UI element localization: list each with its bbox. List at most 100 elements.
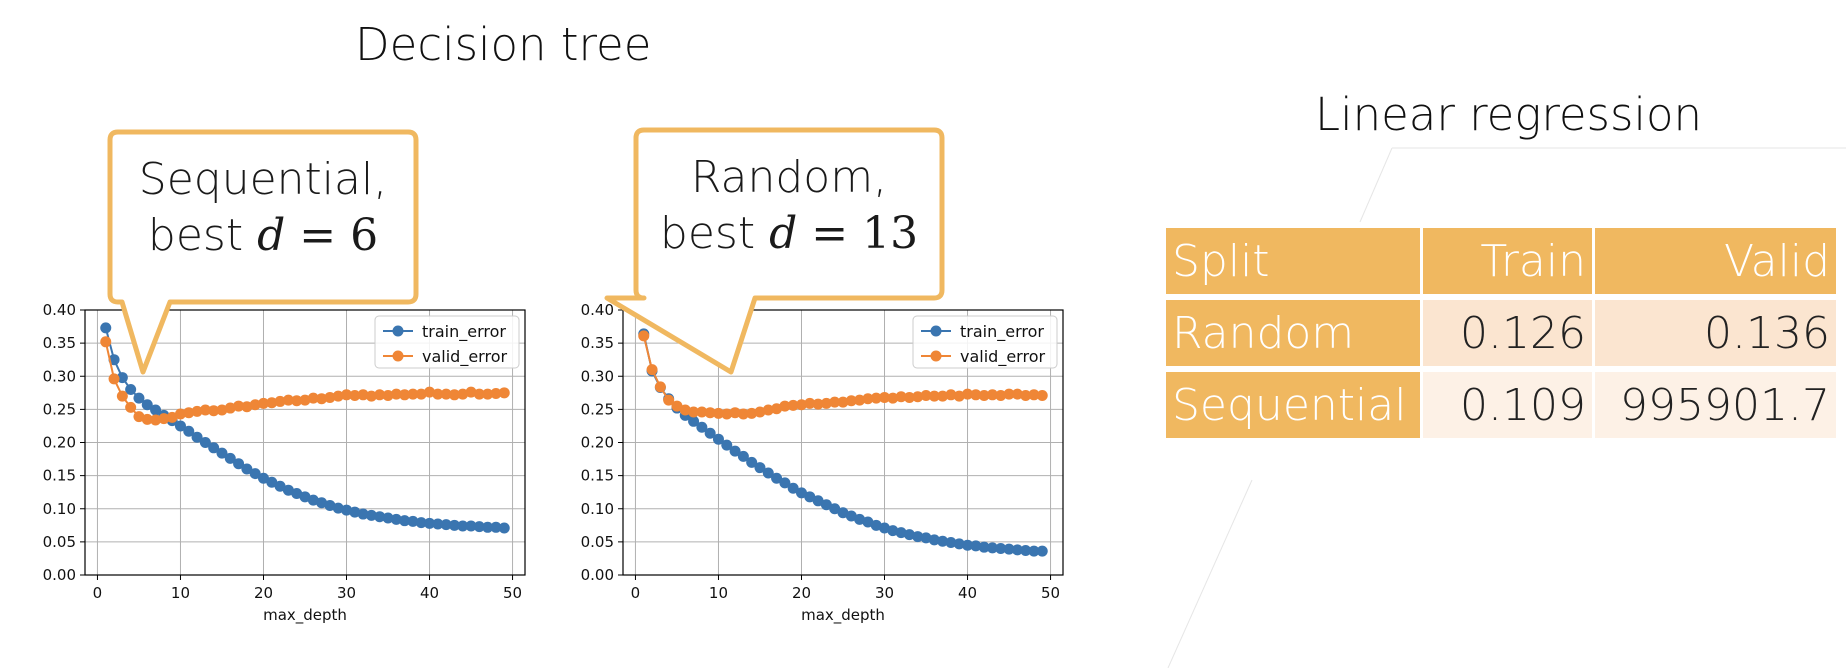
train-error-point <box>945 537 957 549</box>
y-tick-label: 0.40 <box>581 301 614 319</box>
valid-error-point <box>945 389 957 401</box>
valid-error-point <box>457 388 469 400</box>
valid-error-point <box>116 390 128 402</box>
train-error-point <box>482 521 494 533</box>
train-error-point <box>407 515 419 527</box>
valid-error-point <box>795 399 807 411</box>
x-tick-label: 10 <box>709 584 728 602</box>
header-train: Train <box>1423 228 1592 294</box>
train-error-point <box>457 520 469 532</box>
valid-error-point <box>357 389 369 401</box>
valid-error-point <box>970 389 982 401</box>
valid-error-point <box>266 397 278 409</box>
train-error-point <box>349 506 361 518</box>
train-error-point <box>854 513 866 525</box>
valid-error-point <box>108 373 120 385</box>
callout-line1: Sequential, <box>139 154 387 205</box>
y-tick-label: 0.05 <box>581 533 614 551</box>
valid-error-point <box>804 397 816 409</box>
y-tick-label: 0.35 <box>581 334 614 352</box>
train-error-point <box>712 433 724 445</box>
cell-sequential-valid: 995901.7 <box>1595 372 1836 438</box>
train-error-point <box>274 480 286 492</box>
x-tick-label: 30 <box>337 584 356 602</box>
y-tick-label: 0.35 <box>43 334 76 352</box>
valid-error-point <box>779 400 791 412</box>
legend-swatch-marker <box>930 350 942 362</box>
valid-error-point <box>125 401 137 413</box>
table-row: Sequential 0.109 995901.7 <box>1166 372 1836 438</box>
train-error-point <box>862 516 874 528</box>
valid-error-point <box>341 389 353 401</box>
train-error-point <box>829 503 841 515</box>
valid-error-point <box>1028 389 1040 401</box>
train-error-point <box>762 467 774 479</box>
train-error-point <box>978 541 990 553</box>
valid-error-point <box>854 394 866 406</box>
valid-error-point <box>166 411 178 423</box>
valid-error-point <box>183 407 195 419</box>
valid-error-point <box>771 403 783 415</box>
header-valid: Valid <box>1595 228 1836 294</box>
callout-bubble <box>604 127 945 375</box>
valid-error-point <box>646 364 658 376</box>
x-tick-label: 20 <box>254 584 273 602</box>
train-error-point <box>787 482 799 494</box>
train-error-point <box>920 532 932 544</box>
callout-line2: best d = 6 <box>148 210 378 261</box>
train-error-point <box>688 415 700 427</box>
train-error-point <box>903 529 915 541</box>
train-error-point <box>125 384 137 395</box>
train-error-point <box>174 420 186 432</box>
valid-error-point <box>199 404 211 416</box>
valid-error-point <box>862 393 874 405</box>
train-error-point <box>374 511 386 523</box>
train-error-point <box>233 458 245 470</box>
x-tick-label: 50 <box>503 584 522 602</box>
valid-error-point <box>1003 388 1015 400</box>
train-error-point <box>1011 544 1023 556</box>
valid-error-point <box>737 408 749 420</box>
train-error-point <box>1003 543 1015 555</box>
train-error-point <box>721 439 733 451</box>
train-error-point <box>183 425 195 437</box>
valid-error-point <box>729 407 741 419</box>
y-tick-label: 0.10 <box>43 500 76 518</box>
y-tick-label: 0.25 <box>581 400 614 418</box>
valid-error-point <box>133 411 145 423</box>
train-error-point <box>879 522 891 534</box>
linear-regression-table: Split Train Valid Random 0.126 0.136 Seq… <box>1163 222 1839 444</box>
valid-error-point <box>224 402 236 414</box>
train-error-point <box>399 515 411 527</box>
train-error-point <box>953 538 965 550</box>
train-error-point <box>282 484 294 496</box>
valid-error-point <box>688 406 700 418</box>
y-tick-label: 0.00 <box>581 566 614 584</box>
valid-error-point <box>100 336 112 348</box>
valid-error-point <box>995 389 1007 401</box>
valid-error-point <box>887 392 899 404</box>
row-label-random: Random <box>1166 300 1420 366</box>
train-error-point <box>299 491 311 503</box>
valid-error-point <box>953 390 965 402</box>
train-error-point <box>1028 545 1040 557</box>
train-error-point <box>746 456 758 468</box>
valid-error-point <box>1020 389 1032 401</box>
valid-error-point <box>407 388 419 400</box>
valid-error-point <box>382 389 394 401</box>
y-tick-label: 0.30 <box>581 367 614 385</box>
valid-error-point <box>721 408 733 420</box>
train-error-point <box>150 404 162 416</box>
y-tick-label: 0.25 <box>43 400 76 418</box>
y-tick-label: 0.20 <box>581 434 614 452</box>
x-tick-label: 50 <box>1041 584 1060 602</box>
valid-error-point <box>432 388 444 400</box>
train-error-point <box>895 527 907 539</box>
y-tick-label: 0.15 <box>581 467 614 485</box>
random-chart: 0 10 20 30 40 50 0.00 0.05 0.10 0.15 0.20 0.25 0.30 0… <box>581 127 1064 625</box>
cell-sequential-train: 0.109 <box>1423 372 1592 438</box>
train-error-point <box>249 468 261 480</box>
y-tick-label: 0.40 <box>43 301 76 319</box>
table-row: Random 0.126 0.136 <box>1166 300 1836 366</box>
train-error-point <box>390 513 402 525</box>
